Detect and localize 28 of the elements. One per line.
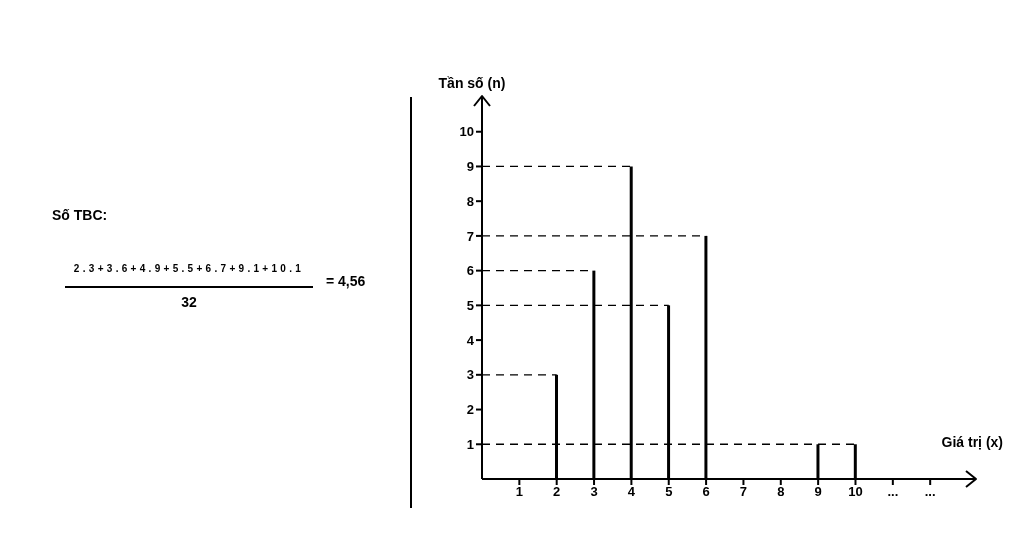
x-tick-label: 7 bbox=[739, 484, 748, 500]
y-tick-label: 9 bbox=[466, 159, 474, 175]
x-tick-label: ... bbox=[887, 484, 899, 500]
x-tick-label: 8 bbox=[777, 484, 785, 500]
x-tick-label: 6 bbox=[702, 484, 710, 500]
y-tick-label: 2 bbox=[466, 402, 474, 418]
text: 32 bbox=[181, 294, 197, 310]
text: 2.3+3.6+4.9+5.5+6.7+9.1+10.1 bbox=[73, 263, 305, 274]
x-tick-label: 5 bbox=[665, 484, 673, 500]
x-tick-label: 10 bbox=[848, 484, 863, 500]
text: Số TBC: bbox=[52, 207, 108, 223]
y-tick-label: 3 bbox=[466, 367, 474, 383]
y-tick-label: 7 bbox=[466, 228, 474, 244]
y-axis-title: Tần số (n) bbox=[438, 75, 506, 91]
y-tick-label: 6 bbox=[466, 263, 474, 279]
x-tick-label: ... bbox=[924, 484, 936, 500]
text: = 4,56 bbox=[326, 273, 366, 289]
x-tick-label: 1 bbox=[515, 484, 523, 500]
x-tick-label: 2 bbox=[553, 484, 561, 500]
y-tick-label: 4 bbox=[466, 332, 475, 348]
x-tick-label: 4 bbox=[627, 484, 636, 500]
x-tick-label: 3 bbox=[590, 484, 598, 500]
y-tick-label: 5 bbox=[466, 297, 474, 313]
y-tick-label: 8 bbox=[466, 193, 474, 209]
x-tick-label: 9 bbox=[814, 484, 822, 500]
y-tick-label: 10 bbox=[459, 124, 474, 140]
x-axis-title: Giá trị (x) bbox=[941, 434, 1003, 450]
y-tick-label: 1 bbox=[466, 436, 474, 452]
